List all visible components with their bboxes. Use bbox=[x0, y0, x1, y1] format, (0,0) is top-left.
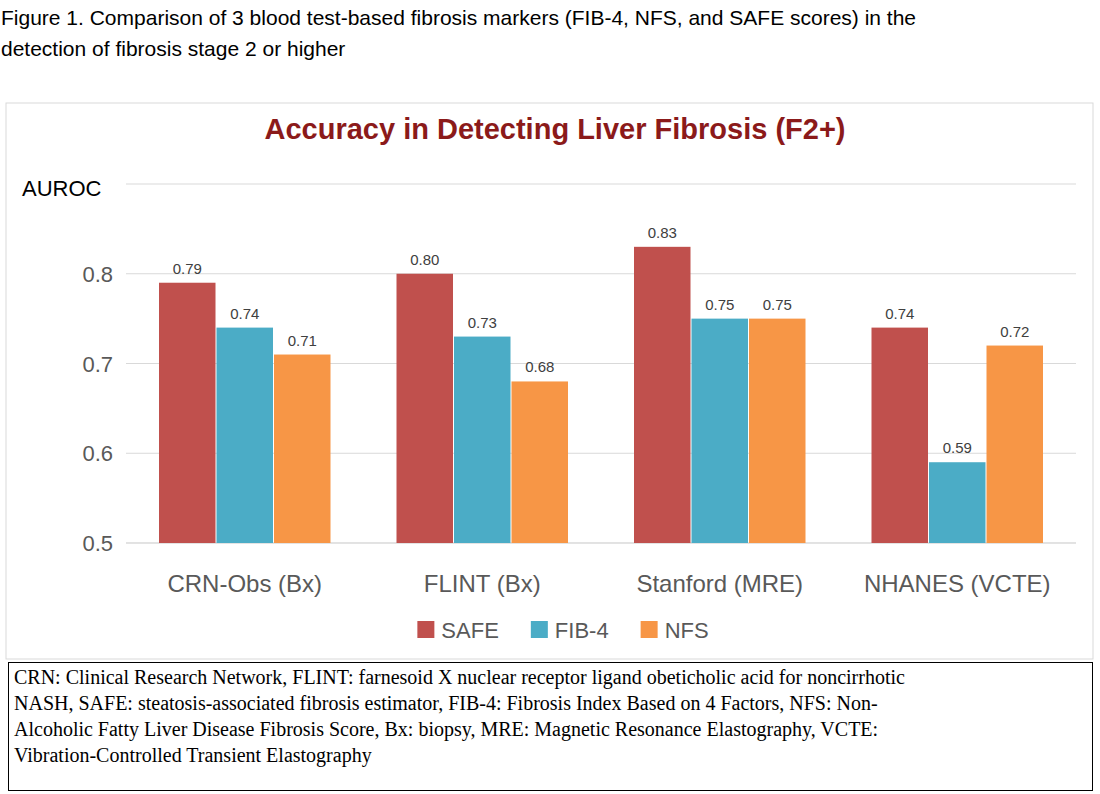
x-tick-label: Stanford (MRE) bbox=[636, 570, 803, 597]
data-label: 0.79 bbox=[173, 260, 202, 277]
bar bbox=[987, 346, 1044, 543]
footnote-line: CRN: Clinical Research Network, FLINT: f… bbox=[14, 666, 905, 689]
data-label: 0.75 bbox=[763, 296, 792, 313]
caption-line: Figure 1. Comparison of 3 blood test-bas… bbox=[1, 6, 916, 29]
y-tick-label: 0.5 bbox=[82, 531, 113, 556]
y-tick-label: 0.6 bbox=[82, 441, 113, 466]
bar bbox=[397, 274, 454, 543]
data-label: 0.72 bbox=[1000, 323, 1029, 340]
data-label: 0.80 bbox=[410, 251, 439, 268]
bar bbox=[692, 319, 749, 543]
data-label: 0.73 bbox=[468, 314, 497, 331]
x-tick-label: NHANES (VCTE) bbox=[864, 570, 1051, 597]
bar bbox=[634, 247, 691, 543]
data-label: 0.75 bbox=[705, 296, 734, 313]
chart-frame bbox=[6, 103, 1093, 659]
figure: Figure 1. Comparison of 3 blood test-bas… bbox=[0, 0, 1100, 794]
data-label: 0.59 bbox=[943, 439, 972, 456]
data-label: 0.83 bbox=[648, 224, 677, 241]
bars bbox=[159, 247, 1043, 543]
bar bbox=[512, 381, 569, 543]
footnote-line: Vibration-Controlled Transient Elastogra… bbox=[14, 744, 372, 767]
footnote-line: NASH, SAFE: steatosis-associated fibrosi… bbox=[14, 692, 878, 714]
y-tick-label: 0.8 bbox=[82, 262, 113, 287]
data-label: 0.68 bbox=[525, 358, 554, 375]
legend-item: SAFE bbox=[417, 618, 498, 643]
data-label: 0.74 bbox=[230, 305, 259, 322]
legend-swatch bbox=[417, 621, 434, 638]
bar bbox=[217, 328, 274, 543]
grid-line bbox=[126, 273, 1076, 274]
legend-item: FIB-4 bbox=[531, 618, 609, 643]
bar bbox=[274, 355, 331, 543]
bar bbox=[749, 319, 806, 543]
legend-swatch bbox=[531, 621, 548, 638]
bar bbox=[872, 328, 929, 543]
data-labels: 0.79 0.74 0.71 0.80 0.73 0.68 0.83 0.75 0.75 0.74… bbox=[173, 224, 1030, 456]
bar bbox=[159, 283, 216, 543]
y-tick-label: 0.7 bbox=[82, 352, 113, 377]
caption-line: detection of fibrosis stage 2 or higher bbox=[1, 37, 345, 60]
legend-item: NFS bbox=[641, 618, 709, 643]
footnote-line: Alcoholic Fatty Liver Disease Fibrosis S… bbox=[14, 718, 878, 741]
legend: SAFE FIB-4 NFS bbox=[417, 618, 708, 643]
legend-swatch bbox=[641, 621, 658, 638]
x-tick-label: CRN-Obs (Bx) bbox=[167, 570, 322, 597]
legend-label: FIB-4 bbox=[555, 618, 609, 643]
data-label: 0.71 bbox=[288, 332, 317, 349]
legend-label: SAFE bbox=[441, 618, 498, 643]
legend-label: NFS bbox=[665, 618, 709, 643]
x-tick-label: FLINT (Bx) bbox=[424, 570, 541, 597]
footnote-box bbox=[9, 663, 1093, 791]
data-label: 0.74 bbox=[885, 305, 914, 322]
plot-top-line bbox=[126, 184, 1076, 185]
bar bbox=[454, 337, 511, 543]
chart-title: Accuracy in Detecting Liver Fibrosis (F2… bbox=[265, 113, 846, 145]
bar bbox=[929, 462, 986, 543]
y-axis-label: AUROC bbox=[22, 176, 102, 201]
